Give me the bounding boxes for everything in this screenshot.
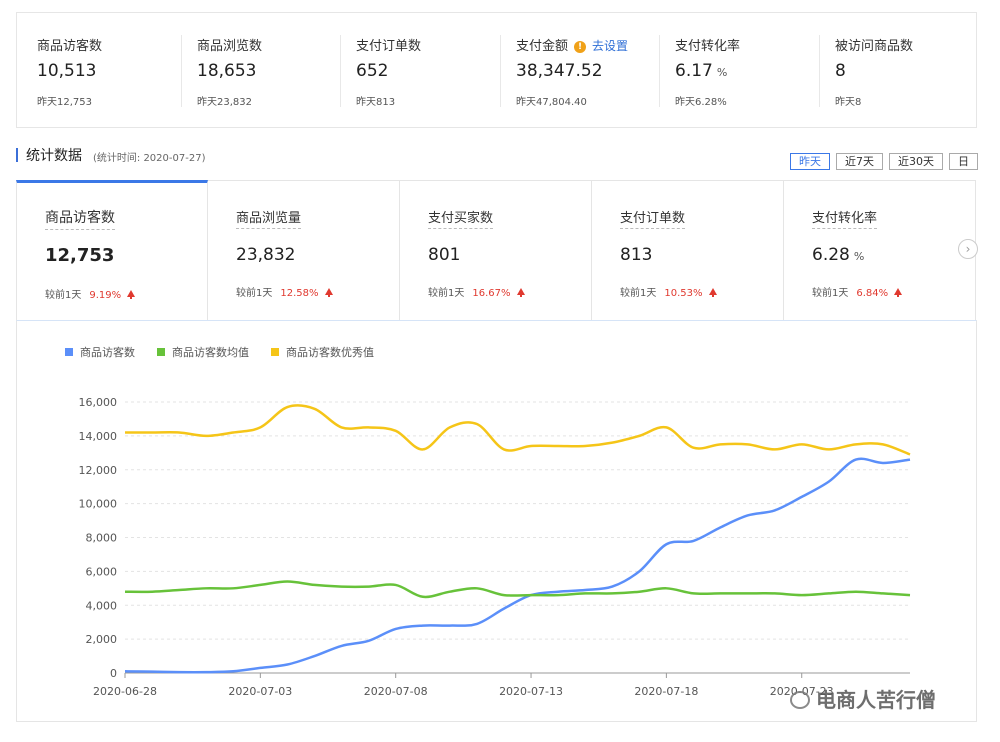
watermark: 电商人苦行僧 [790,684,936,713]
summary-label: 商品访客数 [37,39,103,54]
x-tick-label: 2020-07-03 [228,685,292,698]
section-time: (统计时间: 2020-07-27) [93,153,206,164]
divider [500,35,501,107]
summary-yesterday: 昨天12,753 [37,97,92,108]
legend-label: 商品访客数优秀值 [286,345,374,359]
metric-compare: 较前1天 10.53% [620,284,717,299]
metric-tab-buyers[interactable]: 支付买家数 801 较前1天 16.67% [400,180,592,321]
summary-value: 38,347.52 [516,61,603,81]
y-tick-label: 8,000 [86,532,118,545]
metric-label: 商品访客数 [45,207,115,230]
metric-tab-views[interactable]: 商品浏览量 23,832 较前1天 12.58% [208,180,400,321]
x-tick-label: 2020-07-13 [499,685,563,698]
x-tick-label: 2020-07-08 [364,685,428,698]
y-tick-label: 4,000 [86,599,118,612]
chevron-right-icon[interactable]: › [958,239,978,259]
metric-value: 801 [428,245,461,265]
y-tick-label: 6,000 [86,565,118,578]
metric-compare: 较前1天 12.58% [236,284,333,299]
y-tick-label: 12,000 [79,464,118,477]
up-arrow-icon [894,288,903,297]
settings-link[interactable]: 去设置 [592,39,629,53]
metric-label: 支付订单数 [620,207,686,229]
legend-label: 商品访客数 [80,345,135,359]
series-line-1 [124,457,911,674]
range-7d-button[interactable]: 近7天 [836,153,883,170]
metric-compare: 较前1天 16.67% [428,284,525,299]
metric-tab-conversion[interactable]: 支付转化率 6.28% 较前1天 6.84% [784,180,976,321]
summary-yesterday: 昨天8 [835,97,862,108]
range-yesterday-button[interactable]: 昨天 [790,153,830,170]
summary-yesterday: 昨天6.28% [675,97,727,108]
section-accent-bar [16,148,18,162]
metric-tab-visitors[interactable]: 商品访客数 12,753 较前1天 9.19% [16,180,208,321]
divider [181,35,182,107]
line-chart: 0 2,000 4,000 6,000 8,000 10,000 12,000 14,000 1… [65,345,911,698]
x-tick-label: 2020-06-28 [93,685,157,698]
legend-swatch [271,348,279,356]
summary-value: 8 [835,61,846,81]
warning-icon: ! [574,41,587,53]
series-line-3 [124,404,911,456]
divider [819,35,820,107]
y-tick-label: 10,000 [79,498,118,511]
section-title: 统计数据 [26,148,82,164]
legend-swatch [65,348,73,356]
y-tick-label: 0 [110,667,117,680]
summary-value: 10,513 [37,61,97,81]
metric-compare: 较前1天 9.19% [45,286,136,301]
metric-value: 6.28% [812,245,865,265]
y-tick-label: 14,000 [79,430,118,443]
summary-value: 6.17% [675,61,728,81]
wechat-icon [790,691,810,709]
y-tick-label: 16,000 [79,396,118,409]
metric-compare: 较前1天 6.84% [812,284,903,299]
metric-tab-orders[interactable]: 支付订单数 813 较前1天 10.53% [592,180,784,321]
summary-yesterday: 昨天47,804.40 [516,97,587,108]
up-arrow-icon [324,288,333,297]
summary-yesterday: 昨天23,832 [197,97,252,108]
metric-value: 23,832 [236,245,296,265]
summary-yesterday: 昨天813 [356,97,396,108]
summary-label: 支付转化率 [675,39,741,54]
metric-label: 支付转化率 [812,207,878,229]
metric-label: 支付买家数 [428,207,494,229]
chart-panel: 0 2,000 4,000 6,000 8,000 10,000 12,000 14,000 1… [16,320,977,722]
x-tick-label: 2020-07-18 [634,685,698,698]
series-line-2 [124,580,911,599]
divider [340,35,341,107]
metric-value: 813 [620,245,653,265]
up-arrow-icon [516,288,525,297]
up-arrow-icon [708,288,717,297]
summary-value: 18,653 [197,61,257,81]
summary-value: 652 [356,61,389,81]
summary-label: 支付金额! 去设置 [516,39,629,54]
up-arrow-icon [127,290,136,299]
metric-tabs: 商品访客数 12,753 较前1天 9.19% 商品浏览量 23,832 较前1天… [16,180,977,321]
summary-card: 商品访客数 10,513 昨天12,753 商品浏览数 18,653 昨天23,… [16,12,977,128]
summary-label: 被访问商品数 [835,39,914,54]
metric-value: 12,753 [45,245,115,266]
y-tick-label: 2,000 [86,633,118,646]
summary-label: 支付订单数 [356,39,422,54]
divider [659,35,660,107]
legend-swatch [157,348,165,356]
legend-label: 商品访客数均值 [172,345,249,359]
range-30d-button[interactable]: 近30天 [889,153,943,170]
metric-label: 商品浏览量 [236,207,302,229]
summary-label: 商品浏览数 [197,39,263,54]
range-day-button[interactable]: 日 [949,153,978,170]
range-selector: 昨天 近7天 近30天 日 [790,153,978,170]
